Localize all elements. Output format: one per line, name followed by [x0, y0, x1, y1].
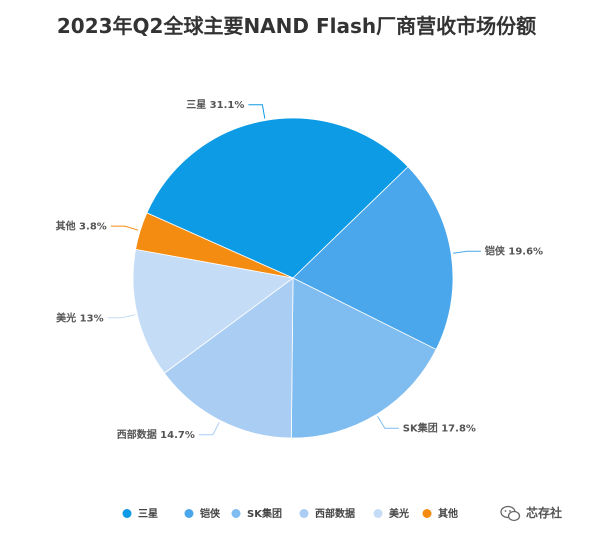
pie-slice-3 — [163, 277, 294, 439]
pie-slices — [132, 117, 454, 439]
legend-label-0: 三星 — [138, 508, 158, 520]
data-label-5: 其他 3.8% — [56, 220, 107, 233]
chart-title: 2023年Q2全球主要NAND Flash厂商营收市场份额 — [56, 14, 537, 38]
pie-slice-5 — [135, 212, 294, 279]
legend-label-2: SK集团 — [247, 507, 282, 520]
legend-label-3: 西部数据 — [315, 507, 355, 520]
leader-line-1 — [453, 250, 481, 254]
watermark: 芯存社 — [500, 505, 562, 522]
watermark-text: 芯存社 — [526, 505, 562, 520]
pie-slice-4 — [132, 248, 294, 374]
leader-line-5 — [110, 225, 139, 231]
label-leaders — [107, 104, 481, 436]
wechat-icon — [500, 505, 521, 522]
leader-line-3 — [198, 422, 220, 436]
data-label-1: 铠侠 19.6% — [484, 245, 543, 258]
legend: 三星 铠侠 SK集团 西部数据 美光 其他 — [122, 507, 458, 520]
legend-item-1: 铠侠 — [184, 507, 221, 520]
legend-marker-4 — [373, 509, 383, 518]
legend-item-3: 西部数据 — [299, 507, 355, 520]
legend-label-1: 铠侠 — [199, 507, 221, 520]
leader-line-0 — [248, 104, 266, 119]
leader-line-4 — [107, 314, 136, 319]
legend-marker-0 — [122, 509, 132, 518]
data-label-4: 美光 13% — [56, 311, 103, 324]
legend-marker-1 — [184, 509, 194, 518]
data-labels: 三星 31.1% 铠侠 19.6% SK集团 17.8% 西部数据 14.7% 美光 1… — [56, 99, 544, 441]
pie-slice-1 — [292, 166, 454, 350]
legend-label-5: 其他 — [438, 507, 458, 520]
legend-marker-5 — [422, 509, 432, 518]
leader-line-2 — [377, 415, 399, 429]
pie-slice-0 — [146, 117, 409, 279]
legend-marker-2 — [231, 509, 241, 518]
pie-slice-2 — [290, 277, 437, 439]
legend-item-2: SK集团 — [231, 507, 282, 520]
data-label-3: 西部数据 14.7% — [117, 428, 195, 441]
legend-label-4: 美光 — [389, 507, 409, 520]
data-label-0: 三星 31.1% — [186, 99, 244, 111]
legend-item-4: 美光 — [373, 507, 409, 520]
legend-item-5: 其他 — [422, 507, 458, 520]
legend-item-0: 三星 — [122, 508, 158, 520]
legend-marker-3 — [299, 509, 309, 518]
data-label-2: SK集团 17.8% — [403, 422, 476, 435]
